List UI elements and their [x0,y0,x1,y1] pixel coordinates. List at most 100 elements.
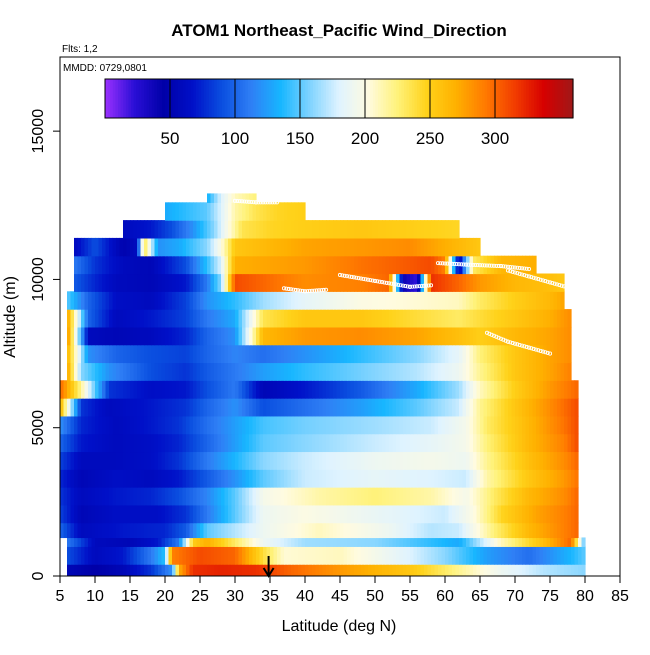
colorbar-segment [261,79,265,118]
heat-cell [361,237,366,257]
heat-cell [403,537,408,547]
heat-cell [130,237,135,257]
heat-cell [67,487,72,506]
heat-cell [224,415,229,435]
heat-cell [511,291,516,310]
heat-cell [133,362,138,381]
heat-cell [427,564,432,576]
heat-cell [406,309,411,328]
heat-cell [102,564,107,576]
heat-cell [340,237,345,257]
heat-cell [357,326,362,346]
heat-cell [536,546,541,565]
heat-cell [70,291,75,310]
heat-cell [168,380,173,399]
heat-cell [420,344,425,364]
colorbar-segment [463,79,467,118]
heat-cell [140,273,145,292]
heat-cell [221,522,226,539]
heat-cell [350,537,355,547]
heat-cell [518,398,523,417]
heat-cell [200,415,205,435]
heat-cell [508,564,513,576]
heat-cell [315,273,320,292]
heat-cell [200,291,205,310]
heat-cell [536,309,541,328]
heat-cell [207,220,212,239]
heat-cell [368,487,373,506]
heat-cell [214,202,219,221]
heat-cell [350,504,355,524]
colorbar-segment [229,79,233,118]
heat-cell [119,255,124,275]
heat-cell [399,451,404,470]
heat-cell [357,537,362,547]
heat-cell [417,344,422,364]
heat-cell [452,380,457,399]
heat-cell [319,451,324,470]
heat-cell [196,415,201,435]
heat-cell [494,344,499,364]
heat-cell [480,415,485,435]
heat-cell [532,398,537,417]
heat-cell [298,380,303,399]
heat-cell [473,546,478,565]
heat-cell [357,309,362,328]
heat-cell [280,537,285,547]
heat-cell [168,202,173,221]
heat-cell [242,344,247,364]
heat-cell [256,564,261,576]
heat-cell [312,220,317,239]
heat-cell [497,537,502,547]
heat-cell [224,202,229,221]
heat-cell [165,415,170,435]
heat-cell [494,433,499,453]
heat-cell [553,522,558,539]
heat-cell [98,291,103,310]
heat-cell [116,237,121,257]
heat-cell [357,415,362,435]
heat-cell [126,291,131,310]
heat-cell [91,309,96,328]
heat-cell [161,469,166,488]
heat-cell [175,220,180,239]
heat-cell [273,487,278,506]
heat-cell [343,487,348,506]
heat-cell [221,309,226,328]
track-point [253,200,259,205]
heat-cell [102,326,107,346]
heat-cell [476,291,481,310]
heat-cell [203,451,208,470]
heat-cell [410,237,415,257]
heat-cell [557,309,562,328]
heat-cell [112,291,117,310]
heat-cell [284,344,289,364]
heat-cell [109,309,114,328]
heat-cell [392,362,397,381]
heat-cell [333,273,338,292]
heat-cell [126,380,131,399]
heat-cell [273,398,278,417]
heat-cell [326,326,331,346]
heat-cell [200,451,205,470]
heat-cell [511,309,516,328]
heat-cell [308,291,313,310]
heat-cell [504,291,509,310]
heat-cell [571,487,576,506]
heat-cell [508,522,513,539]
heat-cell [431,344,436,364]
colorbar-segment [167,79,171,118]
heat-cell [557,415,562,435]
heat-cell [126,537,131,547]
heat-cell [340,415,345,435]
heat-cell [161,255,166,275]
heat-cell [469,433,474,453]
heat-cell [81,469,86,488]
heat-cell [322,398,327,417]
colorbar-segment [224,79,228,118]
heat-cell [238,487,243,506]
heat-cell [214,273,219,292]
track-point [519,343,525,348]
heat-cell [280,415,285,435]
heat-cell [557,362,562,381]
